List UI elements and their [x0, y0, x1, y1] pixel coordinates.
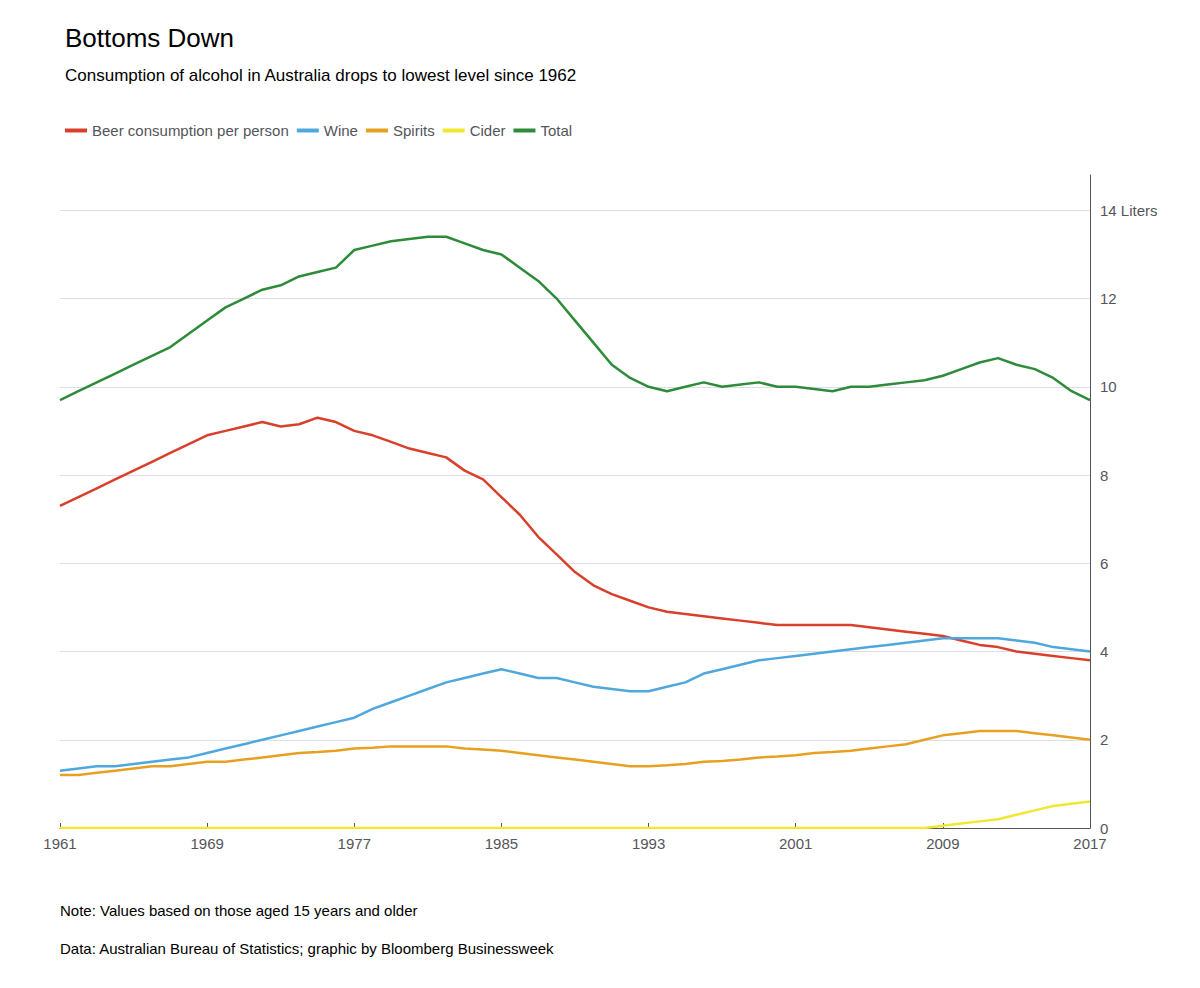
svg-text:Beer consumption per person: Beer consumption per person [92, 122, 289, 139]
svg-text:Total: Total [540, 122, 572, 139]
svg-text:Data: Australian Bureau of Sta: Data: Australian Bureau of Statistics; g… [60, 940, 554, 957]
svg-text:Wine: Wine [324, 122, 358, 139]
svg-text:Bottoms Down: Bottoms Down [65, 23, 234, 53]
svg-text:2017: 2017 [1073, 835, 1106, 852]
svg-text:2001: 2001 [779, 835, 812, 852]
svg-text:8: 8 [1100, 467, 1108, 484]
svg-text:Spirits: Spirits [393, 122, 435, 139]
svg-text:1985: 1985 [485, 835, 518, 852]
svg-text:2009: 2009 [926, 835, 959, 852]
svg-text:10: 10 [1100, 378, 1117, 395]
svg-text:12: 12 [1100, 290, 1117, 307]
svg-text:4: 4 [1100, 643, 1108, 660]
svg-text:1961: 1961 [43, 835, 76, 852]
svg-text:1993: 1993 [632, 835, 665, 852]
svg-text:6: 6 [1100, 555, 1108, 572]
svg-text:0: 0 [1100, 820, 1108, 837]
svg-text:Note: Values based on those ag: Note: Values based on those aged 15 year… [60, 902, 417, 919]
svg-text:1969: 1969 [190, 835, 223, 852]
svg-text:14 Liters: 14 Liters [1100, 202, 1158, 219]
svg-text:Consumption of alcohol in Aust: Consumption of alcohol in Australia drop… [65, 66, 576, 85]
svg-text:1977: 1977 [338, 835, 371, 852]
svg-text:Cider: Cider [470, 122, 506, 139]
svg-text:2: 2 [1100, 731, 1108, 748]
